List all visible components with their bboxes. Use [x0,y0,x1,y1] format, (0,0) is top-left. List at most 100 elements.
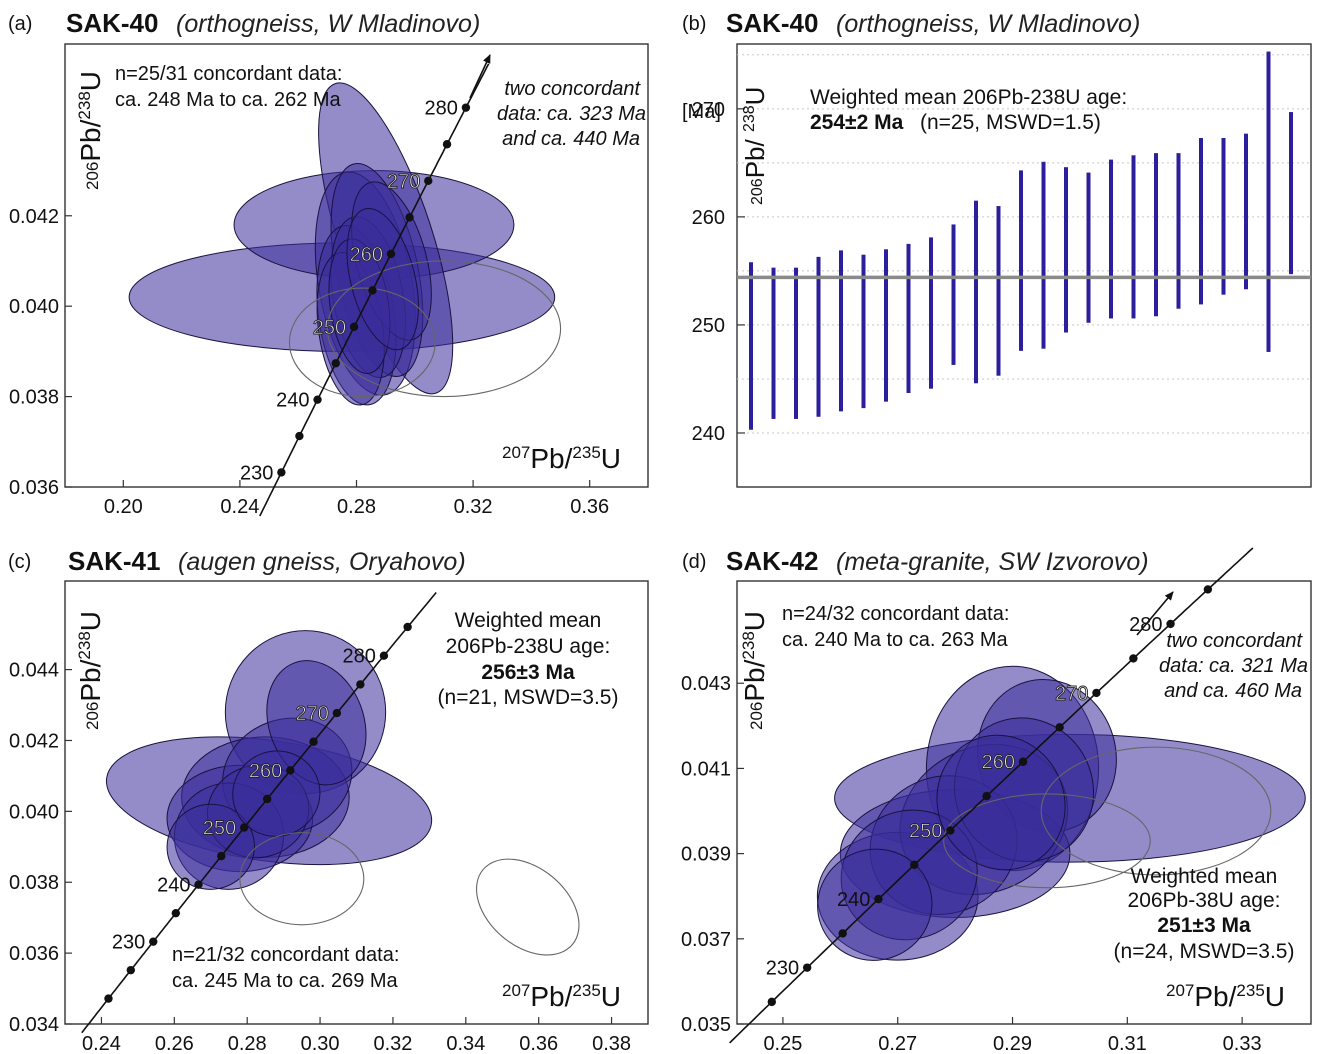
age-error-bar [1131,155,1136,319]
concordia-age-point [424,176,433,186]
concordia-age-label: 270 [387,171,420,193]
concordia-age-point [403,622,412,632]
annotation: n=21/32 concordant data: [172,944,399,966]
sample-subtitle: (orthogneiss, W Mladinovo) [836,10,1140,38]
concordia-age-point [1055,723,1064,732]
age-error-bar [1109,159,1113,319]
concordia-age-label: 280 [343,646,376,668]
annotation: and ca. 440 Ma [502,128,640,150]
concordia-age-point [331,359,340,368]
panel-label: (b) [682,13,706,35]
annotation: ca. 245 Ma to ca. 269 Ma [172,970,399,992]
annotation: ca. 240 Ma to ca. 263 Ma [782,629,1009,651]
concordia-age-label: 260 [982,752,1015,774]
x-tick-label: 0.24 [82,1033,121,1054]
excluded-ellipse [1040,746,1272,876]
concordia-age-point [295,431,304,441]
sample-subtitle: (meta-granite, SW Izvorovo) [836,548,1149,576]
x-tick-label: 0.28 [228,1033,267,1054]
annotation: 256±3 Ma [481,661,575,684]
concordia-age-point [171,908,181,918]
panel-label: (a) [8,13,32,35]
concordia-age-point [104,994,113,1003]
age-error-bar [794,267,798,419]
concordia-age-point [349,322,359,332]
concordia-age-point [379,651,389,660]
concordia-age-point [1166,619,1175,629]
y-axis-title: 206Pb/ 238U [740,87,770,205]
svg-text:207Pb/235U: 207Pb/235U [502,981,621,1012]
age-error-bar [951,224,956,365]
age-error-bar [749,262,753,430]
concordia-age-point [309,737,318,746]
age-error-bar [906,243,911,393]
weighted-mean-value: 254±2 Ma [810,111,904,134]
concordia-age-label: 240 [157,875,190,897]
concordia-age-point [1092,688,1101,698]
concordia-age-label: 250 [203,818,236,840]
age-error-bar [1289,112,1293,275]
concordia-age-point [874,894,883,904]
concordia-age-point [442,140,452,149]
x-tick-label: 0.33 [1223,1033,1262,1054]
annotation: and ca. 460 Ma [1164,680,1302,702]
weighted-mean-label: Weighted mean 206Pb-238U age: [810,86,1127,109]
concordia-age-label: 260 [249,760,282,782]
panel-c: (c) SAK-41 (augen gneiss, Oryahovo) 230 2… [8,546,649,1054]
weighted-mean-stats: (n=25, MSWD=1.5) [920,111,1101,134]
sample-title: SAK-41 [68,546,160,576]
excluded-ellipse [475,858,580,956]
age-error-bar [1221,138,1226,295]
x-tick-label: 0.31 [1108,1033,1147,1054]
age-error-bar [929,237,933,389]
concordia-age-label: 240 [276,390,309,412]
concordia-age-label: 280 [425,98,458,120]
x-tick-label: 0.20 [104,496,143,518]
x-tick-label: 0.24 [220,496,259,518]
svg-text:206Pb/238U: 206Pb/238U [75,71,106,190]
x-tick-label: 0.25 [763,1033,802,1054]
y-tick-label: 0.040 [9,296,59,318]
concordia-age-point [313,395,322,404]
error-ellipse [166,803,255,890]
svg-text:207Pb/235U: 207Pb/235U [502,443,621,474]
panel-label: (c) [8,551,31,573]
y-tick-label: 0.034 [9,1014,59,1036]
annotation: (n=21, MSWD=3.5) [438,686,619,709]
y-tick-label: 0.040 [9,801,59,823]
svg-text:207Pb/235U: 207Pb/235U [1166,981,1285,1012]
concordia-age-point [405,213,414,222]
annotation: Weighted mean [455,609,602,632]
annotation: 206Pb-238U age: [446,635,611,658]
y-tick-label: 260 [692,207,725,229]
excluded-ellipse [288,287,436,398]
age-error-bar [1244,133,1248,290]
concordia-age-label: 260 [350,244,383,266]
age-error-bar [1199,138,1203,305]
y-tick-label: 0.042 [9,730,59,752]
concordia-curve [81,591,437,1034]
concordia-age-point [910,860,919,870]
panel-d: (d) SAK-42 (meta-granite, SW Izvorovo) 2… [681,546,1312,1054]
y-unit-label: [Ma] [682,101,721,123]
y-tick-label: 270 [692,99,725,121]
plot-frame [64,580,649,1025]
annotation: n=25/31 concordant data: [115,63,342,85]
concordia-age-point [277,468,286,477]
concordia-age-point [1018,757,1028,766]
excluded-ellipse [943,793,1151,889]
y-tick-label: 240 [692,423,725,445]
excluded-ellipse [239,832,365,926]
y-tick-label: 0.038 [9,387,59,409]
annotation: n=24/32 concordant data: [782,603,1009,625]
concordia-age-point [262,794,272,804]
y-tick-label: 0.042 [9,206,59,228]
x-axis-title: 207Pb/235U [502,981,621,1012]
sample-title: SAK-40 [726,8,818,38]
age-error-bar [996,206,1001,376]
sample-title: SAK-40 [66,8,158,38]
x-tick-label: 0.32 [454,496,493,518]
concordia-age-point [461,103,471,112]
concordia-age-point [838,929,847,938]
